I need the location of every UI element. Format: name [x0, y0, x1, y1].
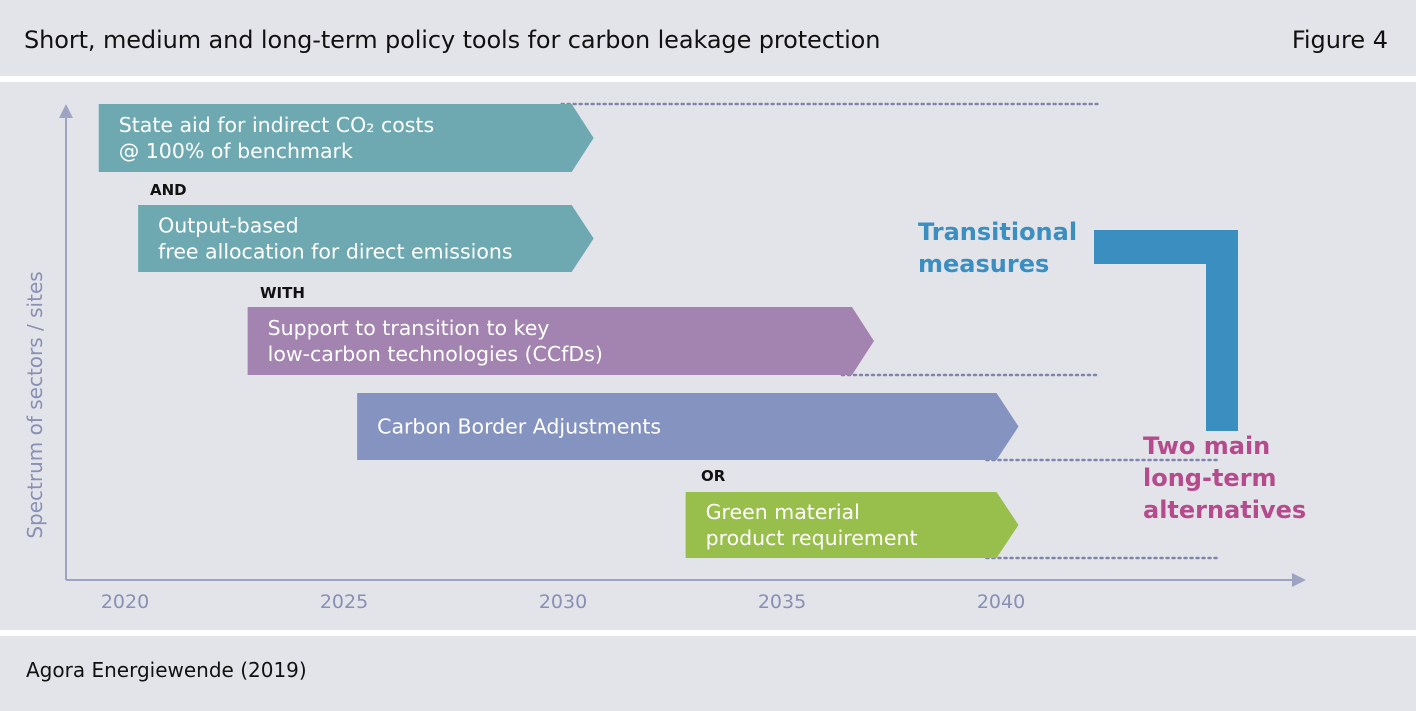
timeline-bar: [138, 205, 594, 272]
x-axis-arrow: [1292, 573, 1306, 587]
long-term-annotation: long-term: [1143, 464, 1277, 492]
transitional-annotation: measures: [918, 250, 1049, 278]
long-term-annotation: alternatives: [1143, 496, 1306, 524]
source-note: Agora Energiewende (2019): [26, 658, 307, 682]
x-tick-label: 2020: [101, 591, 149, 613]
timeline-bar: [247, 307, 874, 375]
connector-label: WITH: [260, 284, 305, 302]
timeline-bar: [357, 393, 1019, 460]
figure-label: Figure 4: [1291, 26, 1388, 54]
bar-label: product requirement: [706, 526, 918, 550]
bar-label: State aid for indirect CO₂ costs: [119, 113, 434, 137]
timeline-bar: [685, 492, 1019, 558]
y-axis-title: Spectrum of sectors / sites: [23, 271, 47, 538]
connector-label: OR: [701, 467, 726, 485]
axis-layer: 2020 2025 2030 2035 2040 Spectrum of sectors …: [23, 104, 1306, 613]
timeline-bar: [98, 104, 594, 172]
x-tick-label: 2025: [320, 591, 368, 613]
x-tick-label: 2035: [758, 591, 806, 613]
transitional-annotation: Transitional: [918, 218, 1077, 246]
timeline-chart: 2020 2025 2030 2035 2040 Spectrum of sectors …: [23, 102, 1306, 613]
bar-label: low-carbon technologies (CCfDs): [268, 342, 603, 366]
dotted-lines-layer: [560, 102, 1222, 560]
x-tick-label: 2040: [977, 591, 1025, 613]
footer-bar: Agora Energiewende (2019): [0, 636, 1416, 711]
long-term-annotation: Two main: [1143, 432, 1270, 460]
bar-label: Support to transition to key: [268, 316, 550, 340]
header-bar: Short, medium and long-term policy tools…: [0, 0, 1416, 76]
labels-layer: State aid for indirect CO₂ costs@ 100% o…: [119, 113, 1306, 550]
chart-title: Short, medium and long-term policy tools…: [24, 26, 881, 54]
chart-panel: 2020 2025 2030 2035 2040 Spectrum of sectors …: [0, 82, 1416, 630]
bar-label: @ 100% of benchmark: [119, 139, 353, 163]
bar-label: free allocation for direct emissions: [158, 240, 512, 264]
bar-label: Carbon Border Adjustments: [377, 415, 661, 439]
y-axis-arrow: [59, 104, 73, 118]
connector-label: AND: [150, 181, 187, 199]
bar-label: Output-based: [158, 214, 299, 238]
bar-label: Green material: [706, 500, 860, 524]
bars-layer: [98, 104, 1238, 558]
x-tick-label: 2030: [539, 591, 587, 613]
bracket-arrow: [1094, 230, 1238, 431]
